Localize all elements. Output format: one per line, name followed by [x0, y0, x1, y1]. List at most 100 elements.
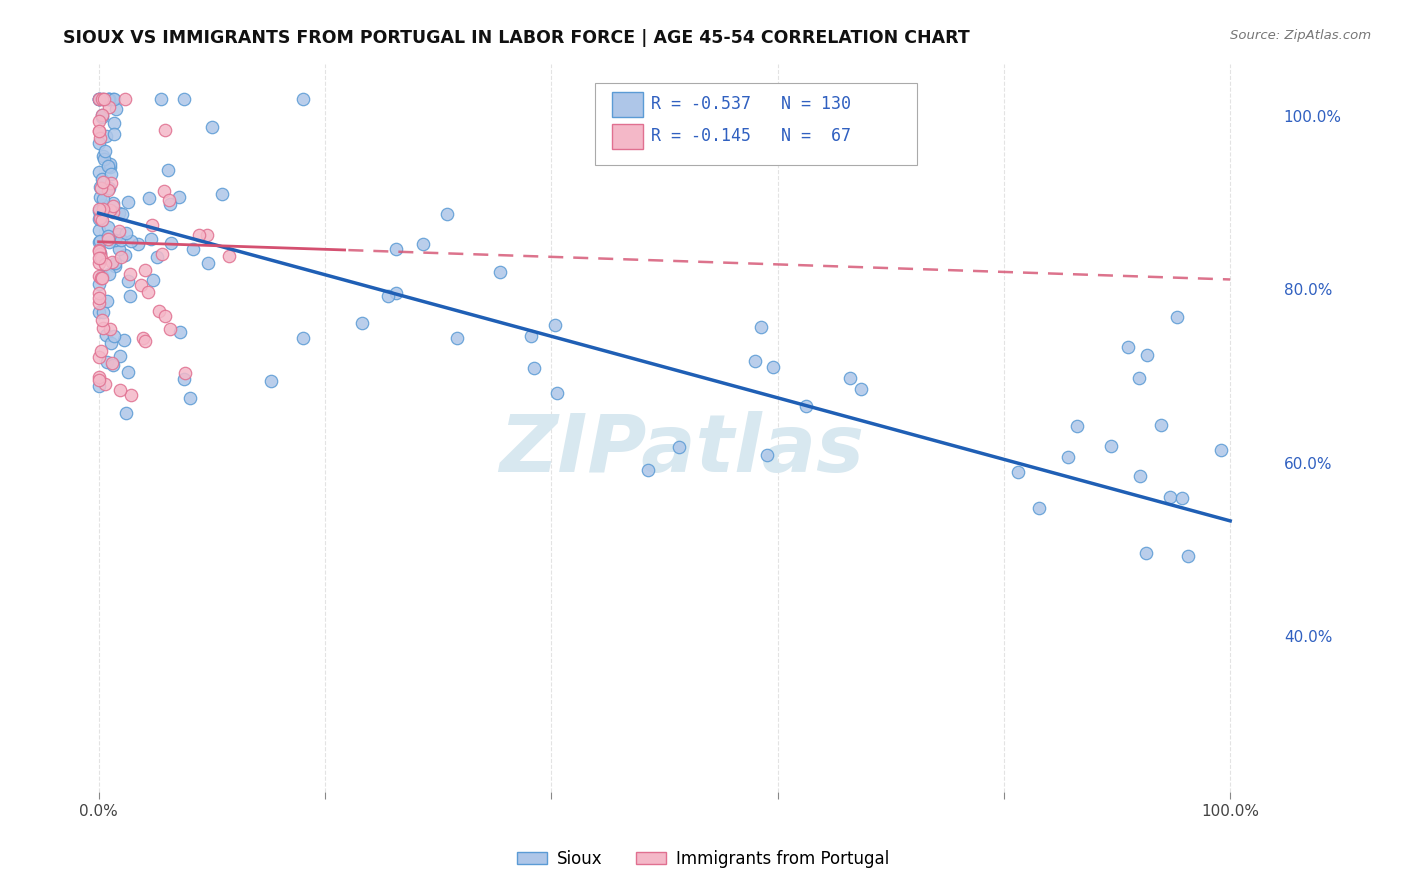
- Point: [1159, 490, 1181, 504]
- Point: [89, 244, 111, 258]
- Point: [129, 278, 152, 293]
- Point: [89, 247, 111, 261]
- Text: R = -0.145   N =  67: R = -0.145 N = 67: [651, 128, 851, 145]
- Point: [350, 316, 373, 330]
- Point: [90, 343, 112, 358]
- Point: [108, 206, 131, 220]
- Point: [115, 227, 138, 241]
- Point: [94, 129, 117, 144]
- Point: [89, 124, 111, 138]
- Point: [110, 233, 132, 247]
- Point: [89, 211, 111, 226]
- Point: [87, 304, 110, 318]
- Point: [110, 250, 132, 264]
- Point: [87, 113, 110, 128]
- Point: [1066, 418, 1088, 433]
- Point: [1056, 450, 1078, 464]
- Point: [87, 277, 110, 292]
- Point: [744, 353, 766, 368]
- Point: [546, 386, 568, 401]
- Point: [1166, 310, 1188, 324]
- Point: [91, 92, 114, 106]
- Point: [111, 207, 134, 221]
- Point: [1028, 500, 1050, 515]
- Point: [108, 383, 131, 397]
- Point: [87, 291, 110, 305]
- Point: [101, 204, 124, 219]
- Point: [101, 358, 124, 372]
- Point: [98, 322, 121, 336]
- Point: [97, 92, 120, 106]
- Point: [107, 227, 129, 241]
- Text: ZIPatlas: ZIPatlas: [499, 411, 863, 489]
- Point: [544, 318, 567, 333]
- Point: [173, 372, 195, 386]
- Point: [91, 202, 114, 217]
- Point: [91, 269, 114, 284]
- Point: [96, 293, 118, 308]
- Point: [384, 242, 406, 256]
- Point: [108, 223, 131, 237]
- Point: [1129, 469, 1152, 483]
- Point: [96, 159, 118, 173]
- Point: [153, 309, 176, 323]
- Point: [91, 175, 114, 189]
- Point: [153, 185, 176, 199]
- Point: [104, 259, 127, 273]
- Point: [91, 172, 114, 186]
- Point: [97, 219, 120, 234]
- Point: [89, 180, 111, 194]
- Point: [93, 92, 115, 106]
- Point: [112, 333, 135, 347]
- Point: [101, 92, 124, 106]
- Point: [89, 285, 111, 300]
- Point: [89, 211, 111, 226]
- Point: [91, 108, 114, 122]
- Point: [152, 247, 174, 261]
- Point: [145, 250, 167, 264]
- Point: [90, 212, 112, 227]
- Point: [138, 285, 160, 299]
- Point: [1128, 371, 1150, 385]
- Point: [91, 305, 114, 319]
- Point: [160, 236, 183, 251]
- Point: [377, 289, 399, 303]
- Point: [91, 198, 114, 212]
- Point: [87, 92, 110, 106]
- Point: [97, 235, 120, 249]
- Point: [197, 256, 219, 270]
- Point: [91, 313, 114, 327]
- Point: [91, 192, 114, 206]
- Point: [1007, 466, 1029, 480]
- Point: [97, 228, 120, 243]
- Point: [117, 365, 139, 379]
- Point: [115, 406, 138, 420]
- Point: [181, 242, 204, 256]
- Point: [839, 371, 862, 385]
- Point: [103, 92, 125, 106]
- Point: [127, 237, 149, 252]
- Point: [188, 227, 211, 242]
- Point: [412, 236, 434, 251]
- Point: [117, 274, 139, 288]
- Point: [141, 218, 163, 232]
- Point: [519, 329, 541, 343]
- Point: [87, 235, 110, 250]
- Point: [98, 268, 121, 282]
- Point: [103, 195, 125, 210]
- Point: [218, 249, 240, 263]
- Point: [385, 285, 408, 300]
- Point: [118, 289, 141, 303]
- Point: [87, 92, 110, 106]
- Point: [668, 440, 690, 454]
- Point: [132, 331, 155, 345]
- Point: [89, 246, 111, 260]
- Point: [89, 209, 111, 223]
- Point: [89, 350, 111, 364]
- Point: [148, 304, 170, 318]
- Point: [87, 92, 110, 106]
- Point: [90, 252, 112, 266]
- Point: [134, 334, 156, 348]
- Point: [87, 92, 110, 106]
- Point: [97, 183, 120, 197]
